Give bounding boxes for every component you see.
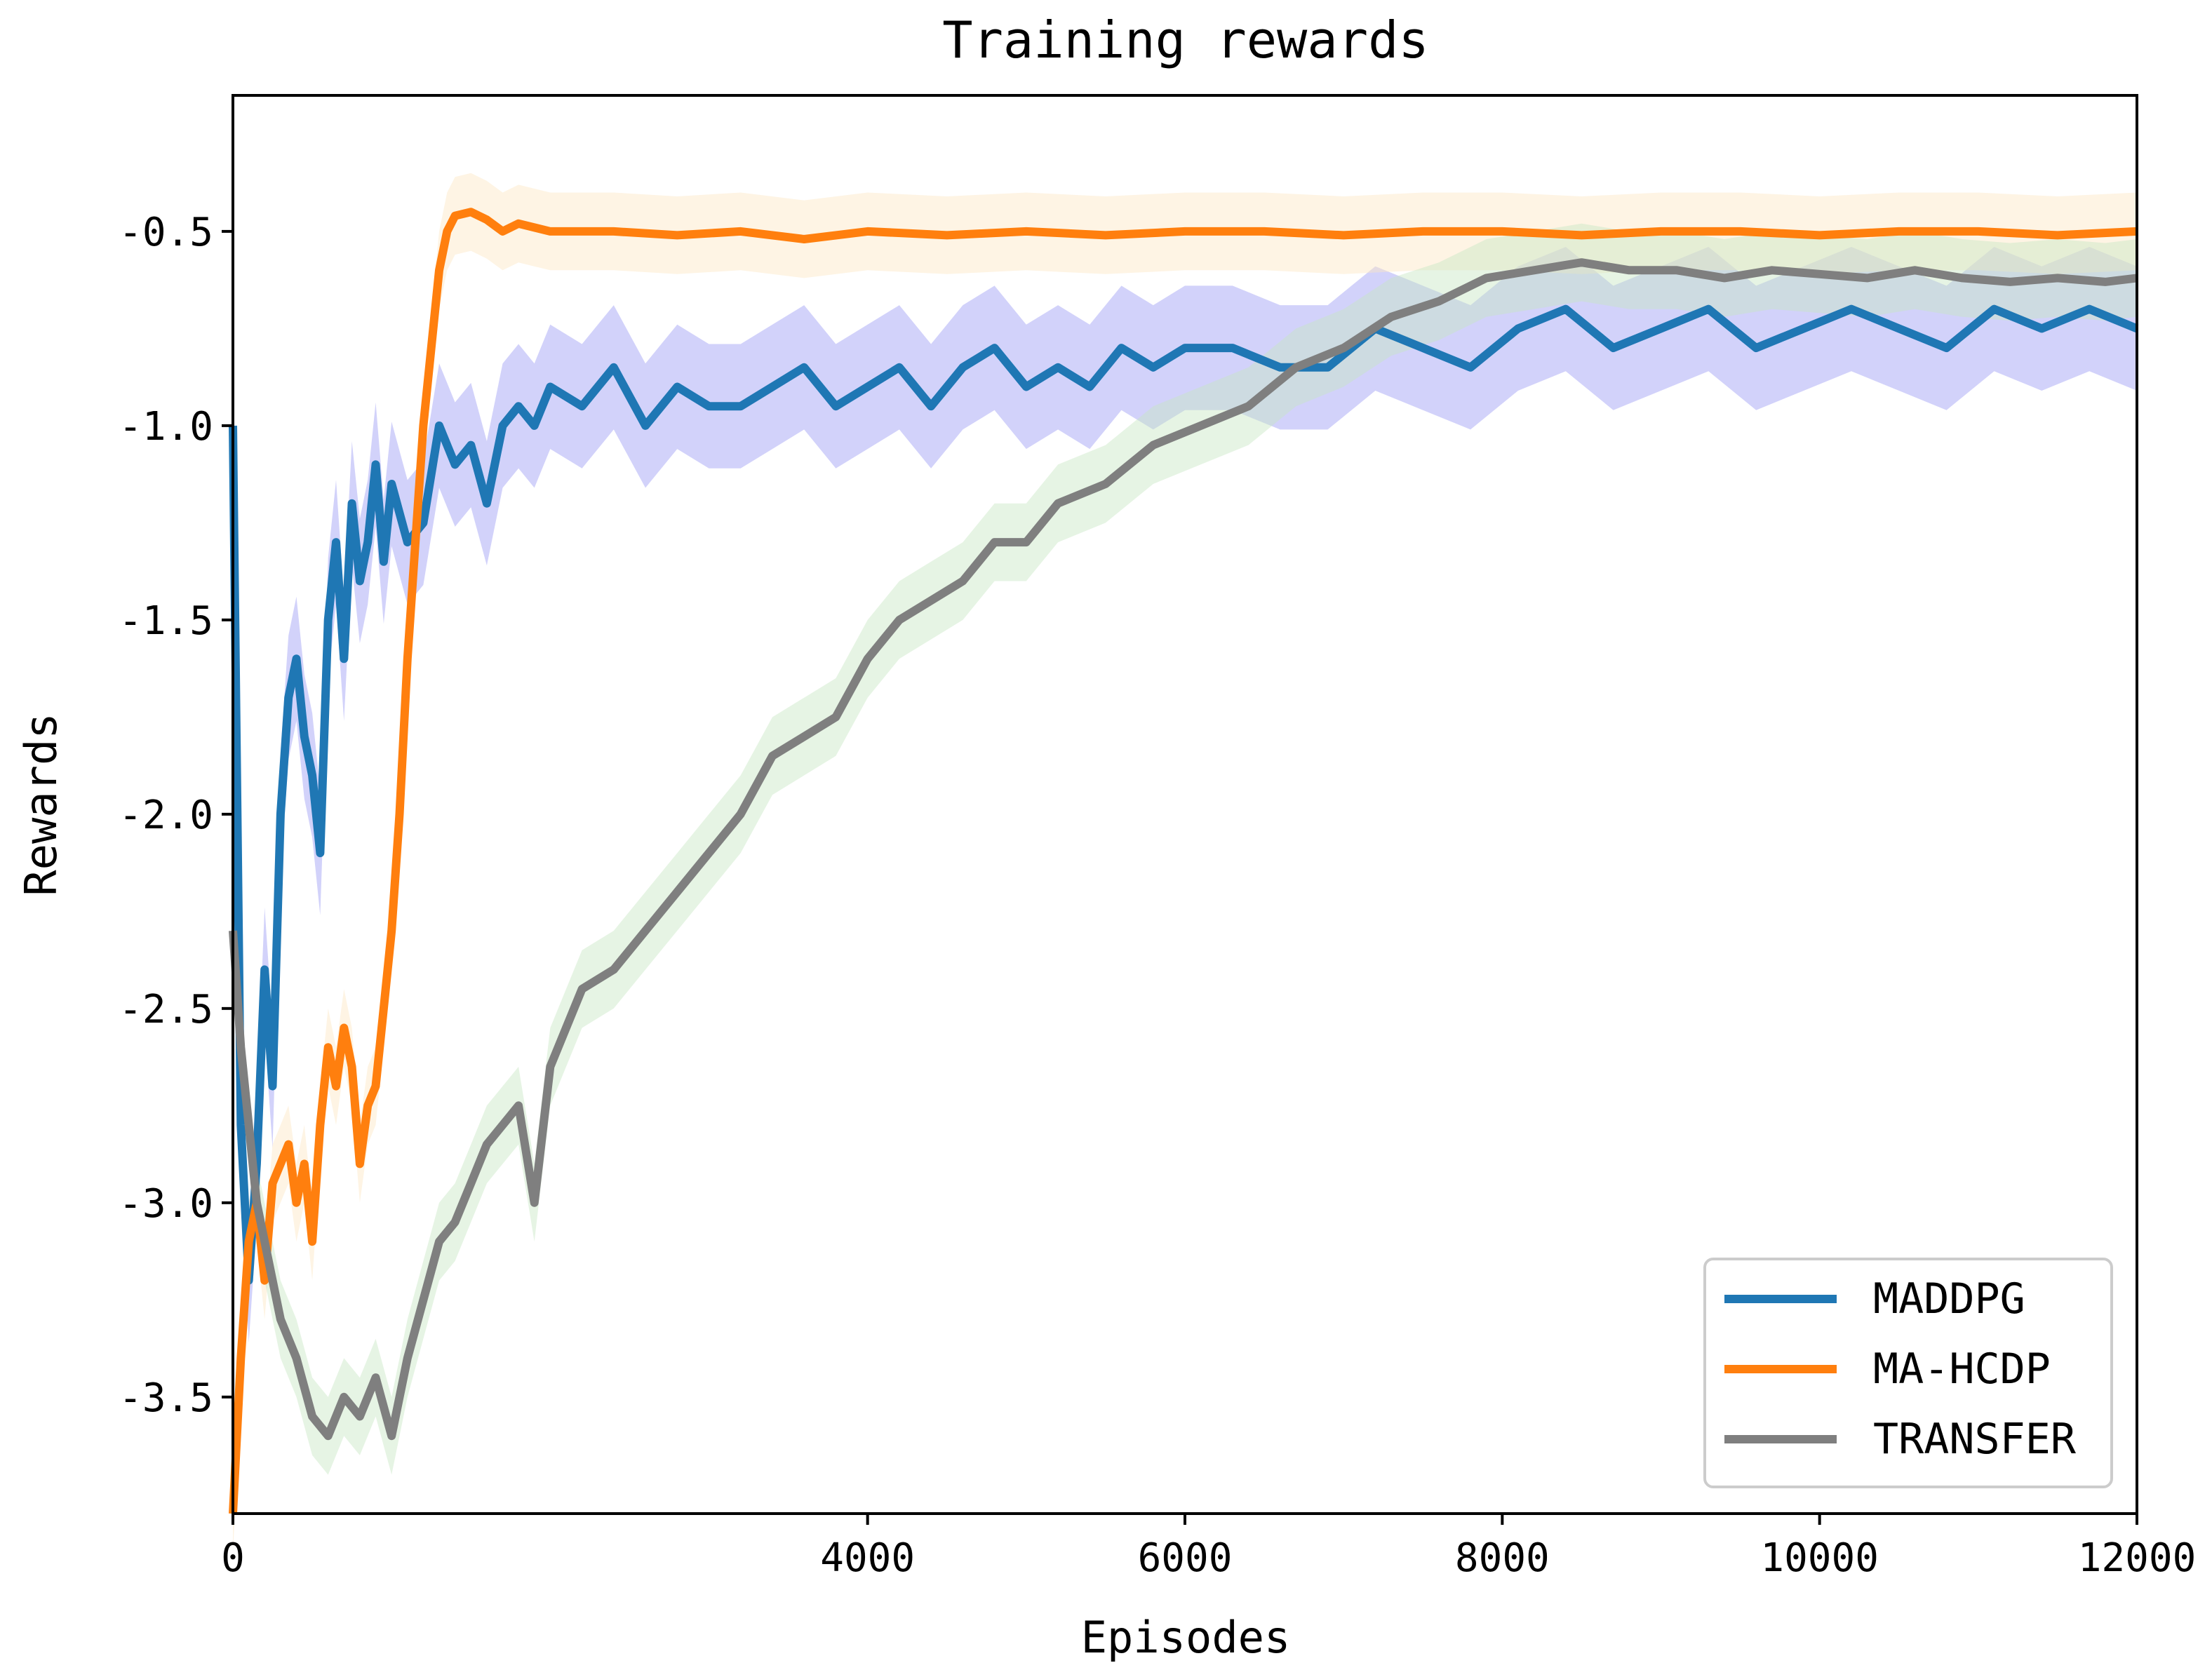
series-lines [229,208,2139,1514]
legend-box [1703,1258,2113,1488]
y-tick-label: -2.0 [119,793,213,838]
x-tick-label: 6000 [1138,1535,1233,1581]
y-tick-label: -0.5 [119,210,213,255]
maddpg-legend-label: MADDPG [1873,1274,2025,1324]
maddpg-line [229,304,2139,1285]
y-tick-label: -1.0 [119,404,213,450]
x-axis-ticks: 0 4000 6000 8000 10000 12000 [221,1514,2196,1581]
legend: MADDPG MA-HCDP TRANSFER [1703,1258,2113,1488]
x-axis-label: Episodes [1081,1612,1291,1663]
ma-hcdp-line [229,208,2138,1514]
x-tick-label: 4000 [820,1535,915,1581]
y-tick-label: -1.5 [119,598,213,644]
y-tick-label: -3.0 [119,1181,213,1227]
ma-hcdp-legend-label: MA-HCDP [1873,1345,2051,1394]
y-axis-label: Rewards [15,713,67,896]
y-tick-label: -2.5 [119,987,213,1032]
y-tick-label: -3.5 [119,1375,213,1421]
x-tick-label: 8000 [1455,1535,1550,1581]
confidence-bands [233,173,2137,1553]
maddpg-band [233,247,2137,1343]
x-tick-label: 0 [221,1535,245,1581]
x-tick-label: 10000 [1760,1535,1879,1581]
transfer-line [229,258,2138,1441]
chart-title: Training rewards [942,11,1429,69]
x-tick-label: 12000 [2078,1535,2197,1581]
transfer-legend-label: TRANSFER [1873,1415,2077,1464]
y-axis-ticks: -0.5 -1.0 -1.5 -2.0 -2.5 -3.0 -3.5 [119,210,233,1421]
